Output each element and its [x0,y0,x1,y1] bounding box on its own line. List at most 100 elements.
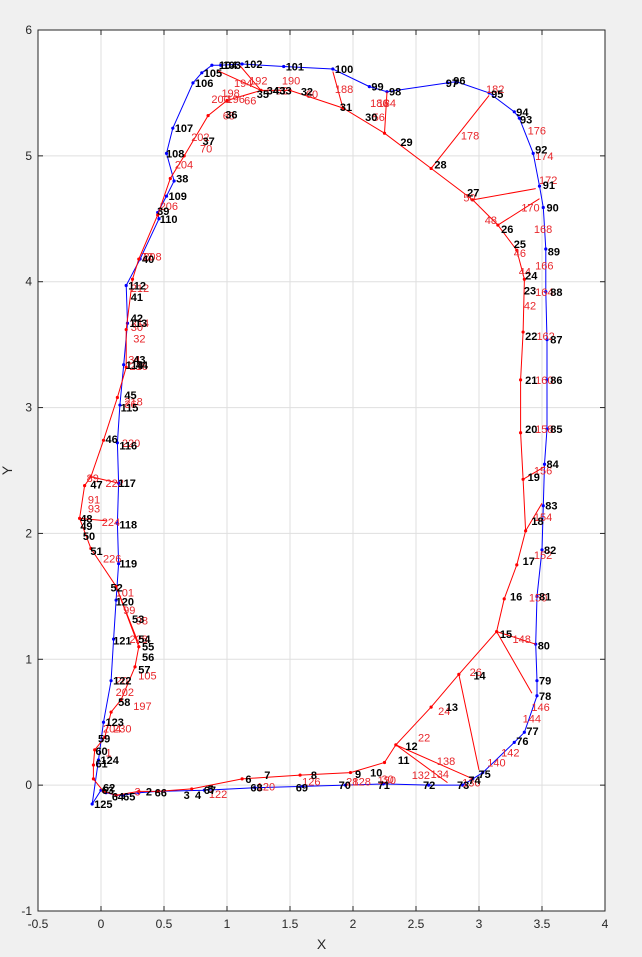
black-point-label: 95 [491,89,503,101]
black-point-label: 53 [132,614,144,626]
black-point-label: 103 [223,60,241,72]
red-point-label: 212 [131,283,149,295]
black-point-label: 109 [169,191,187,203]
black-point-label: 120 [116,596,134,608]
black-point-label: 65 [123,791,135,803]
data-point-blue [540,548,544,552]
red-point-label: 208 [143,252,161,264]
data-point-red [206,113,210,118]
red-point-label: 50 [463,192,475,204]
red-point-label: 46 [514,248,526,260]
red-point-label: 1 [106,747,112,759]
x-tick-label: 4 [602,917,609,931]
data-point-blue [541,205,545,210]
red-point-label: 44 [519,267,531,279]
data-point-blue [445,81,450,85]
red-point-label: 220 [122,438,140,450]
data-point-red [133,665,137,669]
red-point-label: 216 [129,361,147,373]
red-point-label: 91 [88,494,100,506]
red-point-label: 105 [138,671,156,683]
black-point-label: 20 [525,424,537,436]
black-point-label: 70 [339,780,351,792]
red-point-label: 194 [234,78,252,90]
red-point-label: 198 [221,88,239,100]
data-point-blue [240,62,244,66]
black-point-label: 3 [184,790,190,802]
red-point-label: 138 [437,756,455,768]
black-point-label: 39 [157,206,169,218]
data-point-red [119,697,123,702]
data-point-blue [545,338,549,342]
red-point-label: 56 [373,112,385,124]
data-point-blue [90,802,94,806]
y-tick-label: 0 [25,778,32,792]
data-point-blue [517,116,521,120]
black-point-label: 19 [528,472,540,484]
black-point-label: 98 [389,87,401,99]
y-tick-label: 5 [25,149,32,163]
data-point-red [168,176,172,181]
y-tick-label: 6 [25,23,32,37]
black-point-label: 75 [478,769,490,781]
black-point-label: 114 [126,360,145,372]
black-point-label: 32 [301,87,313,99]
black-point-label: 50 [83,531,95,543]
red-point-label: 48 [485,215,497,227]
red-point-label: 30 [381,774,393,786]
y-tick-label: 4 [25,275,32,289]
red-point-label: 30 [131,322,143,334]
data-point-red [130,277,135,281]
black-point-label: 59 [98,734,110,746]
red-point-label: 134 [431,769,449,781]
red-point-label: 93 [88,503,100,515]
data-point-blue [535,694,539,698]
data-point-blue [541,504,545,508]
black-point-label: 25 [514,239,526,251]
data-point-blue [454,80,458,84]
data-point-blue [101,720,106,724]
red-point-label: 66 [244,95,256,107]
red-point-label: 26 [470,667,482,679]
black-point-label: 28 [434,160,446,172]
black-point-label: 30 [365,112,377,124]
black-point-label: 6 [245,774,251,786]
red-point-label: 130 [378,775,396,787]
red-point-label: 164 [535,287,553,299]
black-point-label: 125 [94,799,112,811]
red-point-label: 122 [209,789,227,801]
data-point-red [348,770,353,775]
red-point-label: 218 [124,396,142,408]
axes-frame [37,29,606,912]
red-point-label: 150 [529,593,547,605]
data-point-red [515,248,519,252]
red-point-label: 186 [370,98,388,110]
black-point-label: 52 [111,583,123,595]
red-point-label: 36 [124,399,136,411]
black-point-label: 33 [279,85,291,97]
red-point-label: 190 [282,75,300,87]
y-tick-label: 1 [25,652,32,666]
data-point-blue [534,642,538,646]
black-point-label: 60 [95,746,107,758]
connector-segment [472,188,536,201]
black-point-label: 77 [526,726,538,738]
black-point-label: 94 [516,107,529,119]
black-point-label: 74 [468,775,481,787]
data-point-red [522,277,526,281]
red-point-label: 188 [335,84,353,96]
black-point-label: 4 [195,790,202,802]
data-point-blue [544,290,548,294]
red-point-label: 228 [129,634,147,646]
data-point-blue [531,151,535,155]
data-point-red [101,789,106,794]
black-point-label: 58 [118,697,130,709]
red-point-label: 32 [133,333,145,345]
x-axis-label: X [317,936,327,952]
data-point-blue [427,783,431,787]
red-point-label: 99 [123,605,135,617]
red-point-label: 166 [535,260,553,272]
red-point-label: 22 [418,732,430,744]
black-point-label: 13 [446,702,458,714]
